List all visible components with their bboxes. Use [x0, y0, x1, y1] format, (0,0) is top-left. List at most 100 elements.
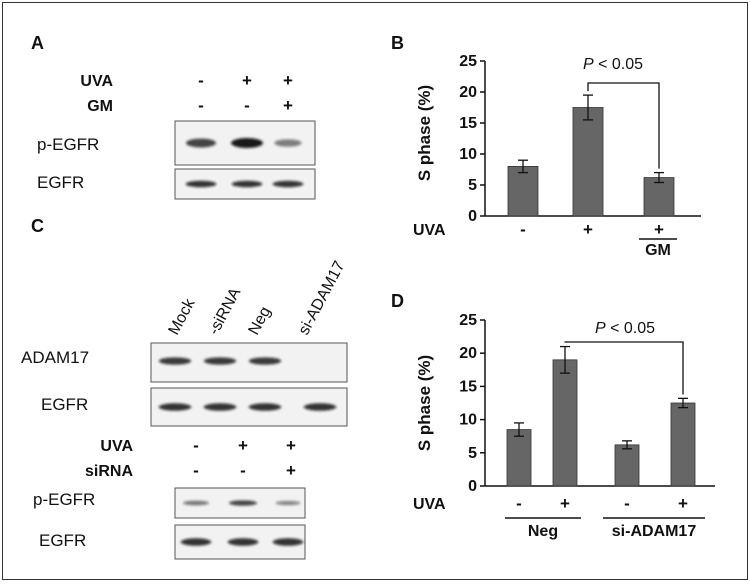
blot-a-p-egfr-bands	[186, 138, 302, 148]
panel-c: C Mock -siRNA Neg si-ADAM17 ADAM17 EGFR …	[21, 216, 349, 560]
y-tick-label: 15	[459, 115, 477, 132]
y-tick-label: 5	[468, 445, 477, 462]
blot-label-egfr-c-top: EGFR	[41, 395, 88, 414]
blot-label-p-egfr: p-EGFR	[37, 135, 99, 154]
treatment-label-sirna: siRNA	[85, 463, 133, 480]
blot-band	[158, 403, 192, 411]
p-value-d: P < 0.05	[595, 320, 655, 337]
bar	[506, 429, 532, 487]
sign-a-gm-1: -	[198, 96, 204, 115]
blot-c-p-egfr-bands	[183, 500, 301, 506]
panel-letter-c: C	[31, 216, 44, 236]
blot-c-adam17-bands	[158, 357, 282, 365]
panel-a: A UVA - + + GM - - + p-EGFR EGFR	[31, 33, 316, 200]
blot-band	[180, 538, 212, 546]
y-tick-label: 20	[459, 84, 477, 101]
blot-band	[274, 139, 302, 147]
blot-band	[186, 138, 216, 148]
y-tick-label: 0	[468, 208, 477, 225]
significance-bracket	[587, 82, 660, 169]
sign-c-sirna-1: -	[193, 461, 199, 480]
x-row-label-uva-b: UVA	[413, 222, 446, 239]
blot-band	[231, 138, 263, 148]
lane-label-neg: Neg	[246, 304, 275, 338]
x-sign-b-1: -	[520, 220, 526, 239]
blot-label-egfr: EGFR	[37, 173, 84, 192]
blot-a-egfr-bands	[185, 180, 304, 188]
panel-letter-a: A	[31, 33, 44, 53]
blot-band	[248, 357, 282, 365]
y-tick-label: 5	[468, 177, 477, 194]
blot-band	[185, 180, 217, 188]
x-sign-d-4: +	[678, 494, 688, 513]
blot-band	[303, 403, 337, 411]
y-axis-title-d: S phase (%)	[415, 355, 434, 451]
blot-c-egfr-bottom-bands	[180, 538, 304, 546]
group-label-neg: Neg	[528, 523, 558, 540]
x-sign-b-2: +	[583, 220, 593, 239]
blot-band	[203, 357, 237, 365]
y-tick-label: 10	[459, 146, 477, 163]
blot-band	[275, 500, 301, 506]
x-sign-d-1: -	[516, 494, 522, 513]
blot-band	[272, 180, 304, 188]
panel-letter-d: D	[391, 291, 404, 311]
sign-a-uva-3: +	[283, 71, 293, 90]
bar	[552, 359, 578, 487]
blot-band	[248, 403, 282, 411]
sign-a-uva-2: +	[242, 71, 252, 90]
y-tick-label: 25	[459, 53, 477, 70]
p-value-b: P < 0.05	[583, 56, 643, 73]
x-sign-d-2: +	[560, 494, 570, 513]
x-row-label-uva-d: UVA	[413, 496, 446, 513]
significance-bracket	[564, 341, 684, 395]
lane-label-mock: Mock	[166, 295, 199, 338]
sign-a-uva-1: -	[198, 71, 204, 90]
y-tick-label: 25	[459, 312, 477, 329]
chart-b: 0 5 10 15 20 25	[459, 53, 701, 225]
sign-a-gm-2: -	[244, 96, 250, 115]
chart-d: 0 5 10 15 20 25	[459, 312, 715, 495]
blot-band	[158, 357, 192, 365]
blot-label-egfr-c-bottom: EGFR	[39, 531, 86, 550]
y-tick-label: 20	[459, 345, 477, 362]
blot-band	[231, 180, 263, 188]
blot-band	[183, 500, 209, 506]
blot-band	[203, 403, 237, 411]
blot-c-egfr-top-bands	[158, 403, 337, 411]
y-tick-label: 15	[459, 378, 477, 395]
blot-band	[272, 538, 304, 546]
treatment-label-uva-c: UVA	[100, 438, 133, 455]
blot-band	[228, 500, 258, 506]
y-tick-label: 0	[468, 478, 477, 495]
treatment-label-uva: UVA	[80, 73, 113, 90]
sign-c-sirna-2: -	[240, 461, 246, 480]
lane-label-si-adam17: si-ADAM17	[296, 258, 349, 338]
sign-a-gm-3: +	[283, 96, 293, 115]
panel-letter-b: B	[391, 33, 404, 53]
x-sub-label-gm: GM	[645, 242, 671, 259]
bar	[670, 402, 696, 487]
y-axis-title-b: S phase (%)	[415, 85, 434, 181]
figure-canvas: A UVA - + + GM - - + p-EGFR EGFR C Mock …	[21, 33, 715, 560]
blot-label-adam17: ADAM17	[21, 348, 89, 367]
sign-c-uva-2: +	[238, 436, 248, 455]
blot-band	[227, 538, 259, 546]
x-sign-b-3: +	[654, 220, 664, 239]
y-tick-label: 10	[459, 412, 477, 429]
sign-c-sirna-3: +	[286, 461, 296, 480]
sign-c-uva-1: -	[193, 436, 199, 455]
bar	[572, 107, 604, 217]
blot-label-p-egfr-c: p-EGFR	[33, 490, 95, 509]
lane-label-minus-sirna: -siRNA	[206, 285, 245, 338]
bar	[643, 177, 675, 217]
treatment-label-gm: GM	[87, 98, 113, 115]
group-label-si-adam17: si-ADAM17	[612, 523, 697, 540]
bar	[507, 165, 539, 217]
x-sign-d-3: -	[624, 494, 630, 513]
bar	[614, 444, 640, 487]
sign-c-uva-3: +	[286, 436, 296, 455]
